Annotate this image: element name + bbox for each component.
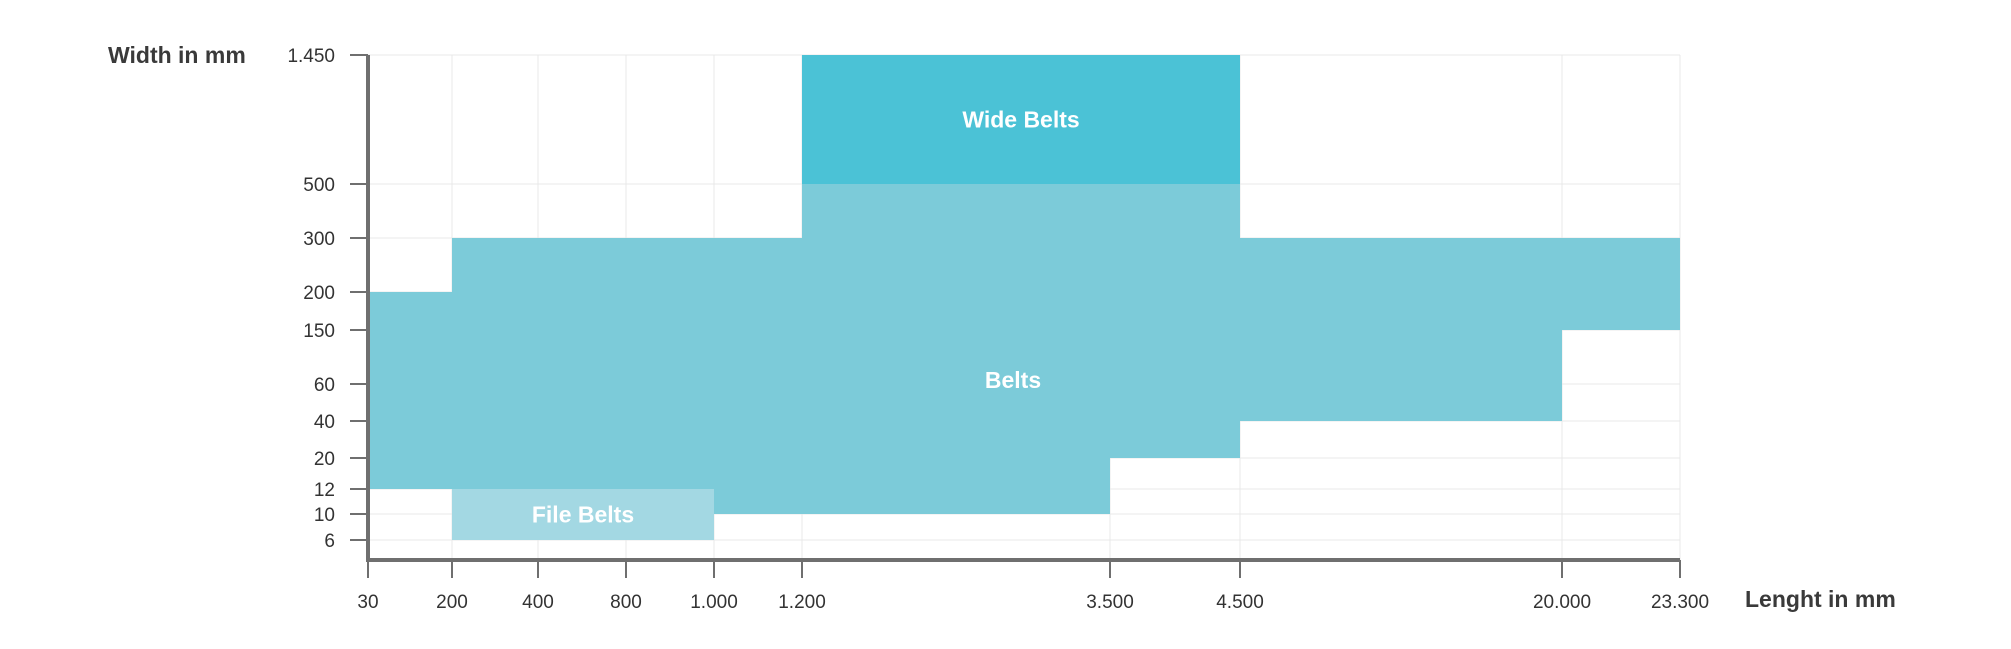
label-layer: Width in mm Lenght in mm Belts Wide Belts… [108,42,1896,612]
region-layer [368,55,1680,540]
region-label-belts: Belts [985,367,1041,393]
y-tick-label-7: 200 [303,283,335,304]
y-tick-label-1: 10 [314,505,335,526]
x-tick-label-5: 1.200 [778,592,826,613]
y-axis-title: Width in mm [108,42,246,68]
y-tick-label-10: 1.450 [287,46,335,67]
x-tick-label-9: 23.300 [1651,592,1709,613]
x-tick-label-4: 1.000 [690,592,738,613]
y-tick-label-6: 150 [303,321,335,342]
x-tick-label-2: 400 [522,592,554,613]
x-tick-label-6: 3.500 [1086,592,1134,613]
x-tick-label-3: 800 [610,592,642,613]
x-axis-title: Lenght in mm [1745,586,1896,612]
y-tick-label-9: 500 [303,175,335,196]
tick-layer: 30 200 400 800 1.000 1.200 3.500 4.500 20.000 23.… [287,46,1709,613]
y-tick-label-2: 12 [314,480,335,501]
y-tick-label-4: 40 [314,412,335,433]
region-label-file-belts: File Belts [532,502,634,528]
region-label-wide-belts: Wide Belts [962,107,1079,133]
x-tick-label-0: 30 [357,592,378,613]
region-file-belts [452,489,714,540]
x-tick-label-8: 20.000 [1533,592,1591,613]
x-tick-label-7: 4.500 [1216,592,1264,613]
y-tick-label-0: 6 [324,531,335,552]
y-tick-label-3: 20 [314,449,335,470]
y-tick-label-5: 60 [314,375,335,396]
y-tick-label-8: 300 [303,229,335,250]
region-belts [368,184,1680,514]
region-wide-belts [802,55,1240,184]
x-tick-label-1: 200 [436,592,468,613]
axis-layer [366,55,1680,562]
